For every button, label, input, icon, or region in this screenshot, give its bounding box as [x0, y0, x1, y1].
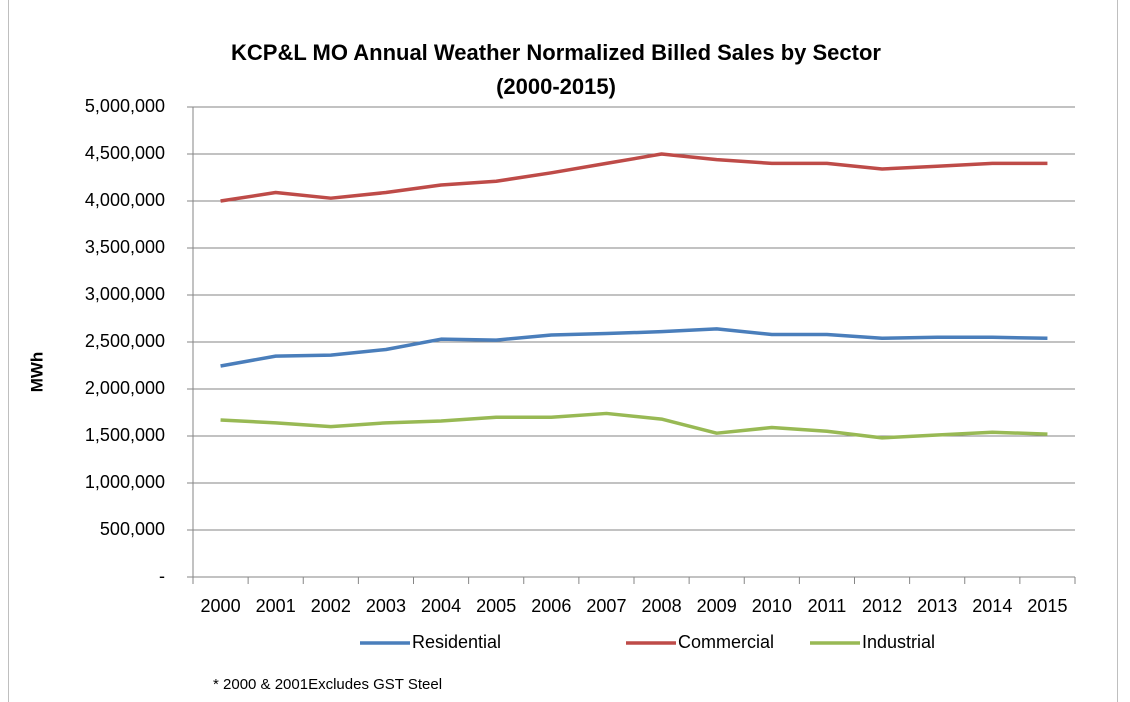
legend-label: Residential [412, 632, 501, 652]
x-tick-label: 2010 [752, 596, 792, 616]
y-tick-label: 3,000,000 [85, 284, 165, 304]
y-tick-label: - [159, 566, 165, 586]
legend-label: Commercial [678, 632, 774, 652]
y-axis-label: MWh [27, 352, 46, 393]
chart-title: (2000-2015) [496, 74, 616, 99]
x-tick-label: 2008 [642, 596, 682, 616]
x-tick-label: 2012 [862, 596, 902, 616]
x-tick-label: 2007 [586, 596, 626, 616]
x-tick-label: 2009 [697, 596, 737, 616]
y-tick-label: 4,000,000 [85, 190, 165, 210]
y-tick-label: 4,500,000 [85, 143, 165, 163]
y-tick-label: 500,000 [100, 519, 165, 539]
x-tick-label: 2005 [476, 596, 516, 616]
x-tick-label: 2004 [421, 596, 461, 616]
legend-label: Industrial [862, 632, 935, 652]
x-tick-label: 2003 [366, 596, 406, 616]
chart-title: KCP&L MO Annual Weather Normalized Bille… [231, 40, 881, 65]
y-tick-label: 3,500,000 [85, 237, 165, 257]
y-tick-label: 1,500,000 [85, 425, 165, 445]
x-tick-label: 2006 [531, 596, 571, 616]
footnote: * 2000 & 2001Excludes GST Steel [213, 676, 442, 693]
x-tick-label: 2015 [1027, 596, 1067, 616]
y-tick-label: 2,000,000 [85, 378, 165, 398]
y-tick-label: 5,000,000 [85, 96, 165, 116]
x-tick-label: 2014 [972, 596, 1012, 616]
x-tick-label: 2013 [917, 596, 957, 616]
series-line [220, 152, 1048, 203]
y-tick-label: 2,500,000 [85, 331, 165, 351]
x-tick-label: 2000 [201, 596, 241, 616]
x-tick-label: 2001 [256, 596, 296, 616]
x-tick-label: 2002 [311, 596, 351, 616]
x-tick-label: 2011 [808, 596, 847, 616]
series-line [220, 411, 1048, 440]
series-line [220, 327, 1048, 368]
y-tick-label: 1,000,000 [85, 472, 165, 492]
